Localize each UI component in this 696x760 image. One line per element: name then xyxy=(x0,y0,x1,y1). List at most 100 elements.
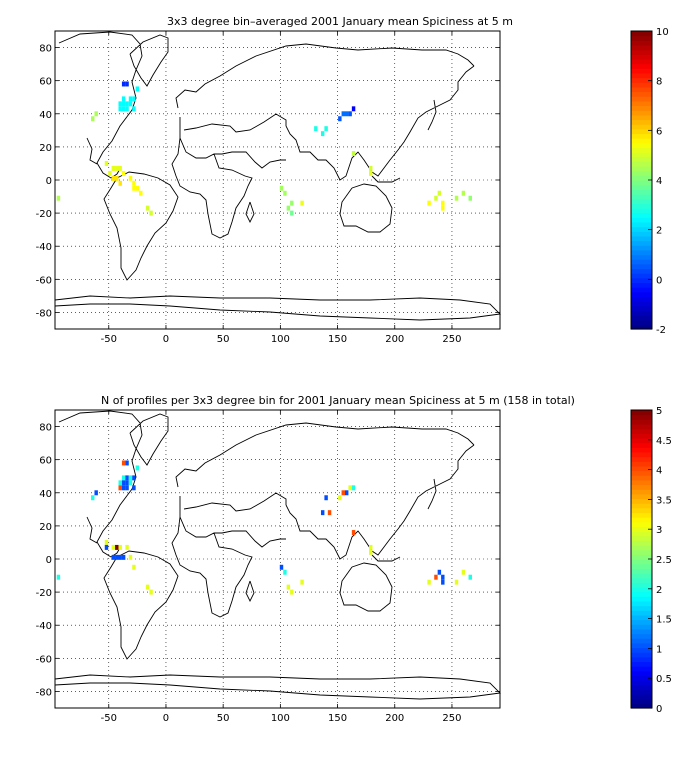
colorbar-segment xyxy=(631,465,652,472)
colorbar-segment xyxy=(631,577,652,583)
y-tick-label: -40 xyxy=(36,621,52,632)
colorbar-segment xyxy=(631,484,652,490)
heatmap-cell xyxy=(128,475,133,481)
heatmap-cell xyxy=(351,530,356,535)
colorbar: -2 0 2 4 6 8 10 xyxy=(630,27,669,336)
heatmap-cell xyxy=(427,579,431,585)
heatmap-cell xyxy=(108,170,112,176)
colorbar-tick-label: 0.5 xyxy=(656,674,672,685)
colorbar-segment xyxy=(631,240,652,246)
heatmap-cell xyxy=(279,564,284,570)
colorbar-tick-label: 4.5 xyxy=(656,436,672,447)
colorbar-segment xyxy=(631,170,652,176)
colorbar-segment xyxy=(631,642,652,649)
colorbar-tick-label: 1.5 xyxy=(656,615,672,626)
colorbar-segment xyxy=(631,475,652,481)
colorbar-segment xyxy=(631,507,652,514)
heatmap-cell xyxy=(338,495,342,501)
colorbar-segment xyxy=(631,479,652,486)
heatmap-cell xyxy=(118,485,122,491)
heatmap-cell xyxy=(132,180,136,186)
colorbar-segment xyxy=(631,124,652,130)
heatmap-cell xyxy=(351,485,356,491)
heatmap-cell xyxy=(118,101,122,107)
colorbar-segment xyxy=(631,301,652,307)
grid xyxy=(55,31,500,329)
heatmap-cell xyxy=(286,205,291,211)
heatmap-cell xyxy=(118,106,122,112)
heatmap-cell xyxy=(121,96,126,102)
colorbar-segment xyxy=(631,638,652,644)
colorbar-segment xyxy=(631,142,652,149)
heatmap-cell xyxy=(121,485,126,491)
heatmap-cell xyxy=(94,111,98,117)
colorbar-segment xyxy=(631,619,652,625)
colorbar-segment xyxy=(631,63,652,69)
heatmap-cell xyxy=(348,485,352,491)
colorbar-segment xyxy=(631,414,652,420)
heatmap-cell xyxy=(125,485,129,491)
heatmap-cell xyxy=(139,190,143,196)
y-tick-label: 80 xyxy=(39,423,52,434)
colorbar-tick-label: 3.5 xyxy=(656,495,672,506)
heatmap-cell xyxy=(341,490,345,496)
heatmap-cell xyxy=(461,569,466,575)
colorbar-segment xyxy=(631,670,652,677)
colorbar-segment xyxy=(631,31,652,37)
x-axis-ticks: -50 0 50 100 150 200 250 xyxy=(101,410,462,724)
y-tick-label: -20 xyxy=(36,588,52,599)
colorbar-segment xyxy=(631,235,652,242)
heatmap-cell xyxy=(132,106,136,112)
colorbar-segment xyxy=(631,675,652,681)
heatmap-cell xyxy=(91,495,95,501)
colorbar-segment xyxy=(631,221,652,228)
colorbar-segment xyxy=(631,156,652,162)
colorbar-segment xyxy=(631,110,652,116)
colorbar-segment xyxy=(631,100,652,107)
colorbar-segment xyxy=(631,119,652,125)
colorbar-segment xyxy=(631,324,652,330)
colorbar-segment xyxy=(631,582,652,588)
colorbar-segment xyxy=(631,591,652,597)
grid xyxy=(55,410,500,708)
y-tick-label: 40 xyxy=(39,110,52,121)
heatmap-cell xyxy=(132,96,136,102)
colorbar-segment xyxy=(631,254,652,260)
colorbar-tick-label: 10 xyxy=(656,27,669,38)
heatmap-cell xyxy=(121,101,126,107)
x-tick-label: 50 xyxy=(217,713,230,724)
colorbar-segment xyxy=(631,282,652,288)
heatmap-cell xyxy=(427,200,431,206)
colorbar-segment xyxy=(631,161,652,167)
colorbar-segment xyxy=(631,624,652,630)
colorbar-tick-label: 2.5 xyxy=(656,555,672,566)
y-tick-label: -60 xyxy=(36,654,52,665)
heatmap-cell xyxy=(145,584,150,590)
heatmap-cell xyxy=(348,111,352,117)
heatmap-cell xyxy=(149,589,153,595)
colorbar-segment xyxy=(631,138,652,144)
y-tick-label: -60 xyxy=(36,275,52,286)
heatmap-cell xyxy=(369,544,373,550)
colorbar-segment xyxy=(631,447,652,453)
heatmap-cell xyxy=(320,510,325,516)
heatmap-cell xyxy=(441,200,445,206)
x-tick-label: 0 xyxy=(163,334,169,345)
heatmap-cell xyxy=(128,175,133,181)
heatmap-cell xyxy=(454,195,459,201)
x-tick-label: 100 xyxy=(271,334,290,345)
colorbar-tick-label: 2 xyxy=(656,226,662,237)
colorbar-tick-label: 0 xyxy=(656,275,662,286)
heatmap-cell xyxy=(441,205,445,211)
heatmap-cell xyxy=(344,111,349,117)
colorbar-segment xyxy=(631,152,652,158)
colorbar-segment xyxy=(631,535,652,541)
heatmap-cell xyxy=(434,574,438,580)
colorbar-segment xyxy=(631,217,652,223)
y-tick-label: 80 xyxy=(39,44,52,55)
heatmap-cell xyxy=(56,574,61,580)
colorbar-segment xyxy=(631,568,652,574)
heatmap-cell xyxy=(344,490,349,496)
colorbar-segment xyxy=(631,572,652,579)
colorbar-tick-label: 3 xyxy=(656,525,662,536)
